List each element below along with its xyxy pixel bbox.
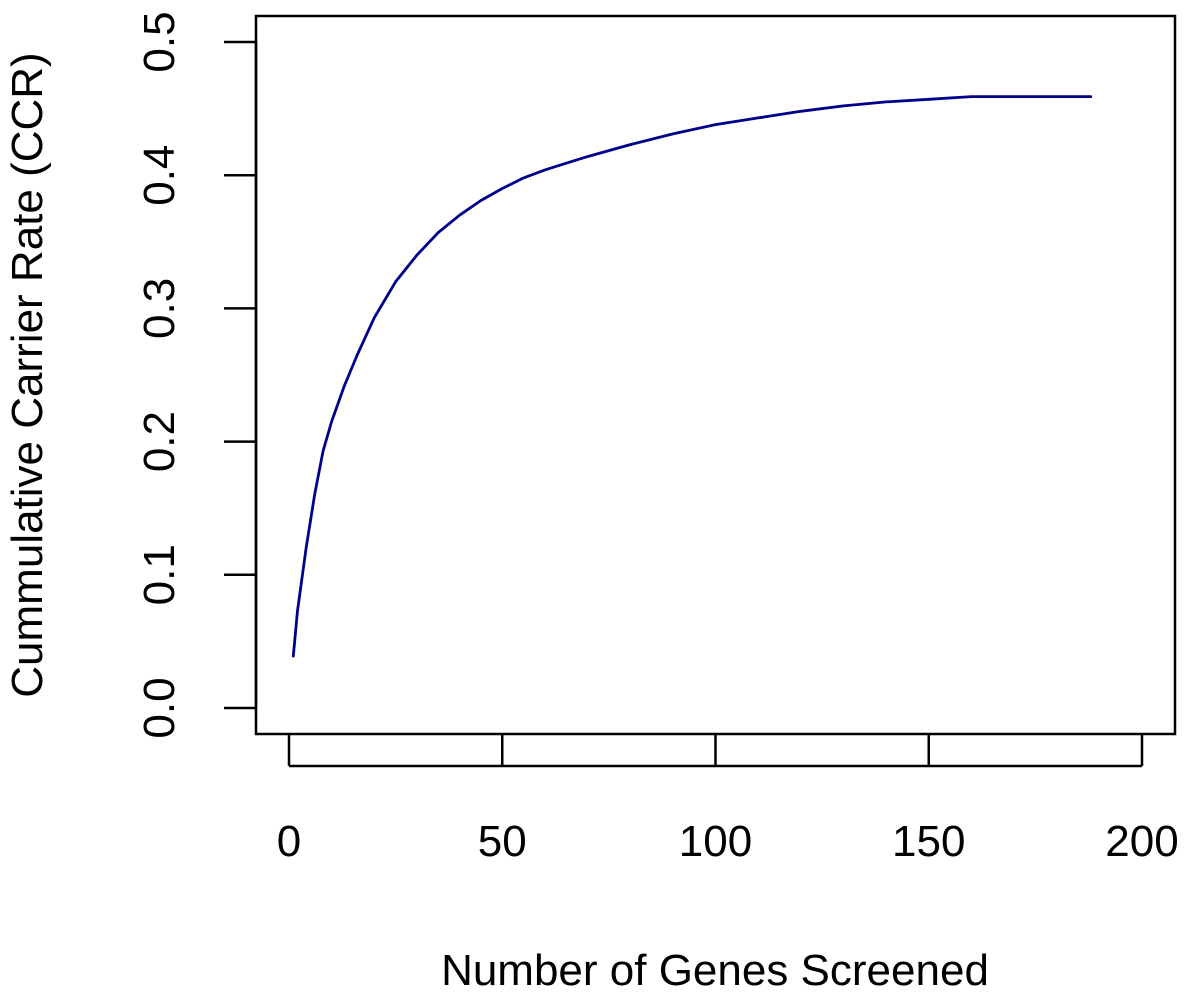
x-tick-label: 100 xyxy=(679,817,752,866)
y-tick-label: 0.1 xyxy=(135,544,184,605)
x-tick-label: 150 xyxy=(892,817,965,866)
y-tick-label: 0.5 xyxy=(135,11,184,72)
y-axis: 0.0 0.1 0.2 0.3 0.4 0.5 xyxy=(135,11,258,739)
x-tick-label: 50 xyxy=(478,817,527,866)
series-layer xyxy=(291,95,1093,658)
y-tick-label: 0.2 xyxy=(135,411,184,472)
x-axis-title: Number of Genes Screened xyxy=(441,946,989,995)
y-tick-label: 0.3 xyxy=(135,278,184,339)
y-axis-title: Cummulative Carrier Rate (CCR) xyxy=(3,52,52,697)
x-tick-label: 0 xyxy=(277,817,301,866)
x-tick-label: 200 xyxy=(1105,817,1178,866)
x-axis: 0 50 100 150 200 xyxy=(277,734,1179,866)
series-line xyxy=(291,95,1093,658)
y-tick-label: 0.4 xyxy=(135,145,184,206)
y-tick-label: 0.0 xyxy=(135,677,184,738)
